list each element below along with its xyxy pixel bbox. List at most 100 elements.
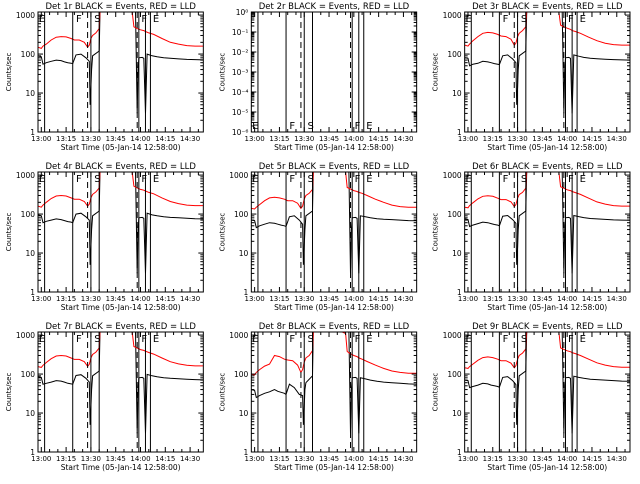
plot-frame [37, 171, 204, 293]
y-tick-label: 100 [447, 50, 462, 59]
y-tick-label: 100 [21, 210, 36, 219]
region-label: E [366, 334, 372, 345]
x-tick-label: 14:30 [180, 295, 200, 303]
x-tick-label: 13:30 [294, 455, 314, 463]
lld-series-line [464, 172, 630, 209]
region-label: F [355, 334, 361, 345]
y-tick-label: 100 [234, 370, 249, 379]
region-label: S [94, 174, 100, 185]
panel-title: Det 1r BLACK = Events, RED = LLD [45, 2, 196, 12]
x-tick-label: 13:00 [458, 455, 478, 463]
events-series-line [251, 172, 417, 274]
region-label: F [568, 174, 574, 185]
y-tick-label: 10 [452, 249, 462, 258]
events-series-line [38, 12, 204, 114]
x-tick-label: 13:45 [532, 295, 552, 303]
plot-frame [464, 11, 631, 133]
region-label: E [366, 174, 372, 185]
y-tick-label: 10⁰ [236, 8, 249, 17]
x-tick-label: 13:15 [56, 295, 76, 303]
y-axis-label: Counts/sec [432, 213, 440, 252]
region-label: F [141, 14, 147, 25]
y-tick-label: 100 [447, 370, 462, 379]
y-tick-label: 1000 [16, 11, 35, 20]
x-tick-label: 13:30 [81, 455, 101, 463]
x-tick-label: 13:30 [294, 135, 314, 143]
region-label: F [503, 14, 509, 25]
y-tick-label: 10 [239, 409, 249, 418]
x-axis-label: Start Time (05-Jan-14 12:58:00) [274, 303, 394, 312]
y-tick-label: 1000 [229, 171, 248, 180]
x-tick-label: 13:00 [245, 295, 265, 303]
region-label: S [94, 334, 100, 345]
y-tick-label: 10⁻¹ [232, 28, 249, 37]
x-tick-label: 14:30 [393, 295, 413, 303]
x-tick-label: 14:00 [557, 455, 577, 463]
y-axis-label: Counts/sec [218, 373, 226, 412]
panel-title: Det 7r BLACK = Events, RED = LLD [45, 322, 196, 332]
region-label: F [568, 334, 574, 345]
x-tick-label: 13:00 [458, 135, 478, 143]
region-label: E [580, 14, 586, 25]
region-label: E [252, 334, 258, 345]
region-label: F [141, 174, 147, 185]
region-label: E [39, 14, 45, 25]
region-label: F [503, 334, 509, 345]
y-tick-label: 10⁻⁶ [232, 128, 249, 137]
x-tick-label: 13:45 [319, 455, 339, 463]
y-tick-label: 1 [457, 128, 462, 137]
x-tick-label: 13:45 [319, 135, 339, 143]
y-tick-label: 100 [234, 210, 249, 219]
x-axis-label: Start Time (05-Jan-14 12:58:00) [61, 463, 181, 472]
x-tick-label: 13:15 [269, 455, 289, 463]
panel-title: Det 9r BLACK = Events, RED = LLD [472, 322, 623, 332]
x-tick-label: 14:15 [369, 135, 389, 143]
panel-title: Det 3r BLACK = Events, RED = LLD [472, 2, 623, 12]
panel-title: Det 4r BLACK = Events, RED = LLD [45, 162, 196, 172]
x-tick-label: 14:00 [557, 295, 577, 303]
x-tick-label: 14:00 [130, 295, 150, 303]
y-tick-label: 1000 [443, 331, 462, 340]
plot-frame [464, 331, 631, 453]
x-axis-label: Start Time (05-Jan-14 12:58:00) [61, 303, 181, 312]
lld-series-line [38, 12, 204, 49]
y-tick-label: 100 [21, 370, 36, 379]
region-label: F [355, 121, 361, 132]
region-label: S [308, 174, 314, 185]
x-tick-label: 14:00 [130, 455, 150, 463]
lld-series-line [464, 332, 630, 369]
region-label: F [141, 334, 147, 345]
region-label: S [521, 174, 527, 185]
x-tick-label: 14:30 [180, 455, 200, 463]
x-tick-label: 14:30 [393, 135, 413, 143]
events-series-line [464, 12, 630, 114]
y-tick-label: 1 [457, 288, 462, 297]
y-axis-label: Counts/sec [5, 53, 13, 92]
x-tick-label: 13:45 [532, 455, 552, 463]
y-tick-label: 10 [452, 89, 462, 98]
y-tick-label: 10⁻³ [232, 68, 249, 77]
lld-series-line [251, 172, 417, 210]
y-tick-label: 1000 [16, 171, 35, 180]
region-label: F [289, 334, 295, 345]
y-tick-label: 10⁻² [232, 48, 249, 57]
x-tick-label: 13:00 [31, 135, 51, 143]
x-axis-label: Start Time (05-Jan-14 12:58:00) [487, 143, 607, 152]
x-tick-label: 13:45 [106, 455, 126, 463]
region-label: F [76, 334, 82, 345]
x-axis-label: Start Time (05-Jan-14 12:58:00) [274, 463, 394, 472]
region-label: F [289, 174, 295, 185]
region-label: S [94, 14, 100, 25]
region-label: F [503, 174, 509, 185]
region-label: E [252, 121, 258, 132]
x-tick-label: 14:15 [155, 295, 175, 303]
region-label: E [465, 174, 471, 185]
region-label: E [153, 334, 159, 345]
y-tick-label: 10 [25, 89, 35, 98]
plot-frame [464, 171, 631, 293]
lld-series-line [251, 332, 417, 376]
